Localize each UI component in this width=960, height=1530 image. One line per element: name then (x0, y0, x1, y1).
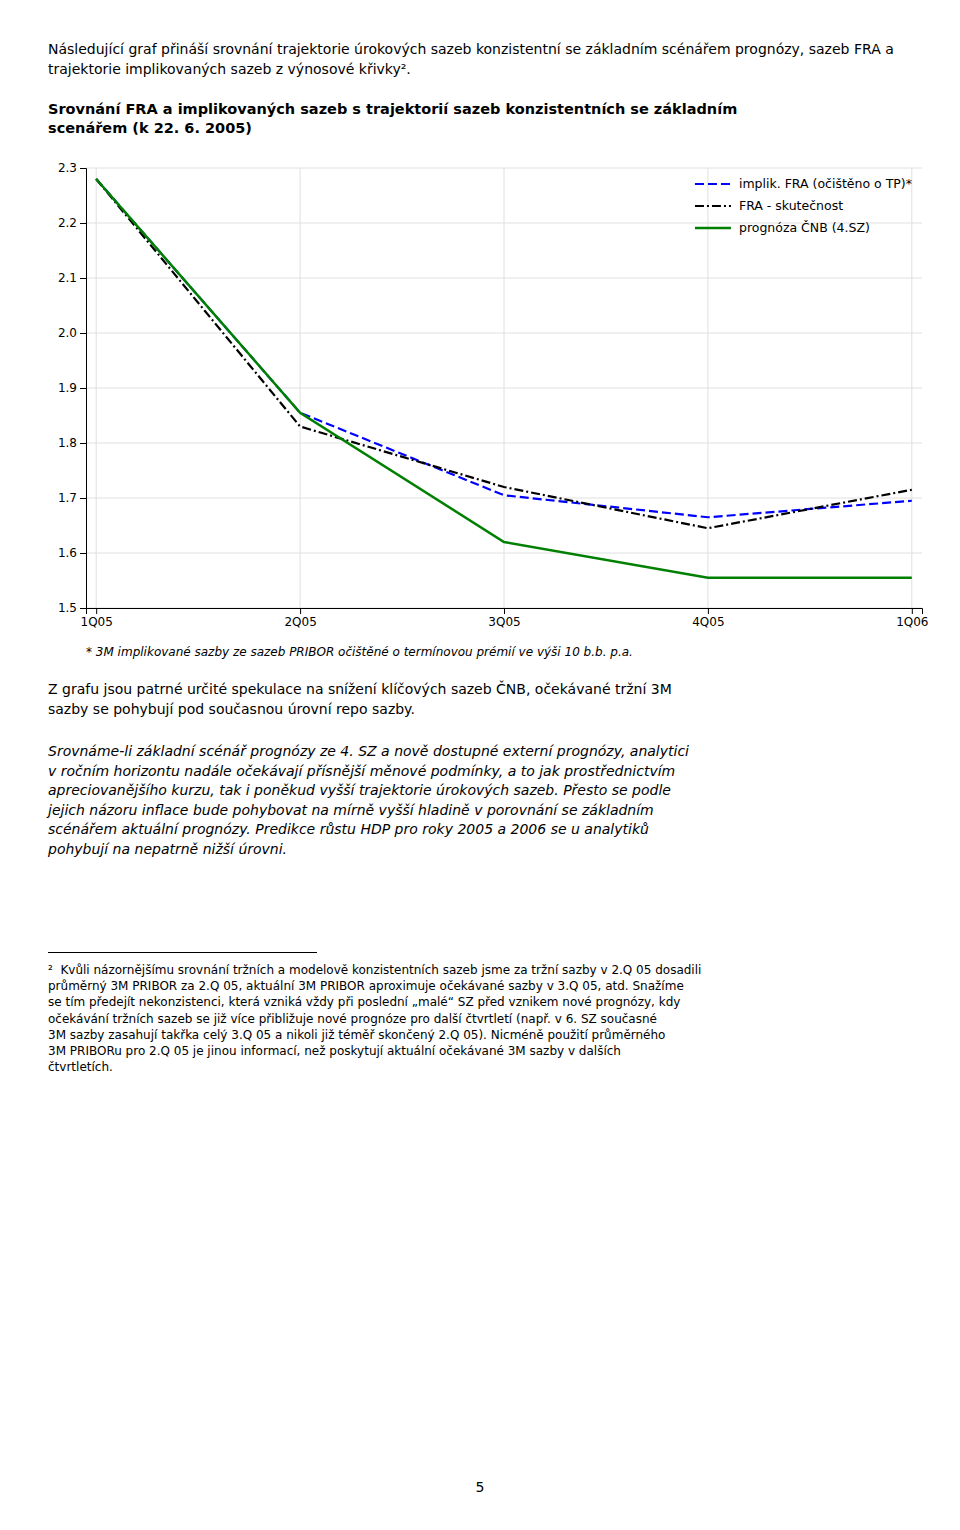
y-tick: 2.3 (58, 161, 86, 175)
paragraph: Srovnáme-li základní scénář prognózy ze … (48, 742, 928, 860)
x-tick-mark (708, 608, 709, 614)
y-tick-label: 1.8 (58, 436, 77, 450)
page: Následující graf přináší srovnání trajek… (0, 0, 960, 1530)
page-number: 5 (0, 1478, 960, 1498)
y-tick: 1.5 (58, 601, 86, 615)
y-tick: 1.6 (58, 546, 86, 560)
x-tick-mark (96, 608, 97, 614)
y-tick-label: 2.3 (58, 161, 77, 175)
x-axis-line (87, 609, 923, 615)
y-tick-label: 2.2 (58, 216, 77, 230)
legend-swatch (695, 205, 731, 207)
legend-swatch (695, 183, 731, 185)
x-tick-label: 1Q06 (896, 615, 928, 629)
y-axis-line (80, 169, 87, 609)
x-tick: 4Q05 (692, 608, 724, 629)
legend-swatch (695, 227, 731, 230)
chart-note: * 3M implikované sazby ze sazeb PRIBOR o… (86, 644, 946, 661)
y-tick: 2.2 (58, 216, 86, 230)
legend-label: prognóza ČNB (4.SZ) (739, 220, 870, 235)
x-tick-mark (912, 608, 913, 614)
series-line (96, 179, 912, 517)
grid-line (300, 168, 301, 608)
x-tick-label: 2Q05 (284, 615, 316, 629)
legend-item: prognóza ČNB (4.SZ) (695, 220, 870, 235)
series-lines (96, 179, 912, 578)
x-tick-mark (300, 608, 301, 614)
separator (48, 952, 317, 953)
x-tick-label: 4Q05 (692, 615, 724, 629)
series-line (96, 179, 912, 578)
y-tick: 2.1 (58, 271, 86, 285)
y-tick-label: 1.9 (58, 381, 77, 395)
y-axis: 1.5 1.6 1.7 1.8 1.9 2.0 2.1 2.2 2.3 (58, 161, 87, 615)
x-tick: 3Q05 (488, 608, 520, 629)
y-tick: 1.8 (58, 436, 86, 450)
y-tick-mark (80, 553, 86, 554)
y-tick-label: 2.1 (58, 271, 77, 285)
chart: 1.5 1.6 1.7 1.8 1.9 2.0 2.1 2.2 2.3 1Q05 2Q05 3Q05 4… (0, 158, 960, 640)
y-tick: 1.7 (58, 491, 86, 505)
grid (86, 168, 922, 608)
x-tick: 1Q06 (896, 608, 928, 629)
y-tick-label: 1.5 (58, 601, 77, 615)
legend-item: FRA - skutečnost (695, 198, 843, 213)
x-tick: 2Q05 (284, 608, 316, 629)
y-tick-mark (80, 608, 86, 609)
y-tick-mark (80, 278, 86, 279)
grid-line (911, 168, 912, 608)
grid-line (707, 168, 708, 608)
y-tick-label: 1.6 (58, 546, 77, 560)
y-tick-mark (80, 223, 86, 224)
series-line (96, 179, 912, 528)
y-tick: 2.0 (58, 326, 86, 340)
legend-item: implik. FRA (očištěno o TP)* (695, 176, 912, 191)
y-tick-label: 2.0 (58, 326, 77, 340)
plot-area: 1.5 1.6 1.7 1.8 1.9 2.0 2.1 2.2 2.3 1Q05 2Q05 3Q05 4… (58, 161, 929, 628)
grid-line (96, 168, 97, 608)
legend: implik. FRA (očištěno o TP)* FRA - skuteč… (695, 176, 912, 235)
legend-label: FRA - skutečnost (739, 198, 843, 213)
x-tick-mark (504, 608, 505, 614)
x-tick: 1Q05 (81, 608, 113, 629)
y-tick-label: 1.7 (58, 491, 77, 505)
x-tick-label: 3Q05 (488, 615, 520, 629)
y-tick-mark (80, 388, 86, 389)
y-tick-mark (80, 498, 86, 499)
header: Následující graf přináší srovnání trajek… (48, 40, 918, 79)
chart-title: Srovnání FRA a implikovaných sazeb s tra… (48, 100, 928, 138)
y-tick: 1.9 (58, 381, 86, 395)
x-tick-label: 1Q05 (81, 615, 113, 629)
x-axis: 1Q05 2Q05 3Q05 4Q05 1Q06 (81, 608, 929, 629)
legend-label: implik. FRA (očištěno o TP)* (739, 176, 912, 191)
y-tick-mark (80, 443, 86, 444)
y-tick-mark (80, 168, 86, 169)
paragraph: Z grafu jsou patrné určité spekulace na … (48, 680, 928, 719)
y-tick-mark (80, 333, 86, 334)
footnote: ² Kvůli názornějšímu srovnání tržních a … (48, 962, 948, 1075)
